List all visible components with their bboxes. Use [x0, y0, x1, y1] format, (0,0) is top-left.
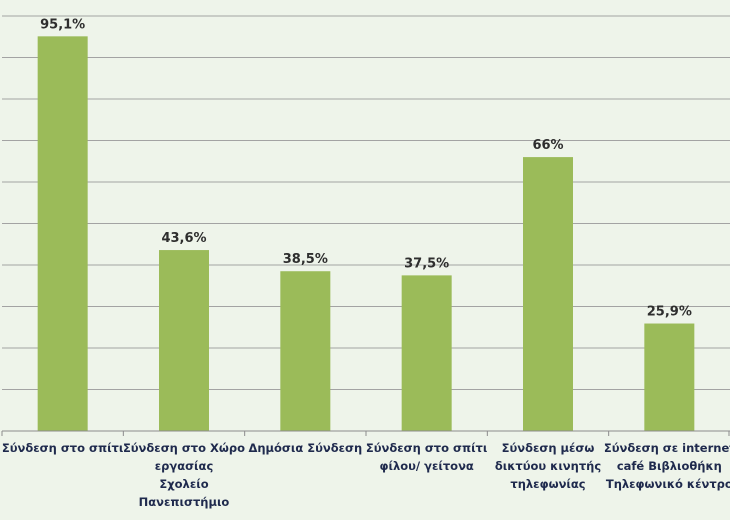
data-label: 37,5% [404, 256, 449, 271]
data-labels: 95,1% 43,6% 38,5% 37,5% 66% 25,9% [40, 17, 692, 319]
bar [523, 157, 573, 431]
data-label: 95,1% [40, 17, 85, 32]
bar [37, 36, 88, 432]
category-label: Σύνδεση στο σπίτι φίλου/ γείτονα [366, 441, 487, 473]
data-label: 66% [532, 138, 563, 153]
category-label: Σύνδεση μέσω δικτύου κινητής τηλεφωνίας [495, 441, 602, 491]
category-labels: Σύνδεση στο σπίτι Σύνδεση στο Χώρο εργασία… [2, 441, 730, 509]
gridlines [2, 15, 730, 390]
category-label: Σύνδεση στο σπίτι [2, 441, 123, 455]
x-axis-ticks [1, 431, 730, 436]
bar [280, 271, 331, 431]
bar [159, 250, 209, 431]
bars [37, 36, 695, 432]
data-label: 38,5% [283, 252, 328, 267]
bar [401, 275, 452, 431]
data-label: 43,6% [161, 231, 206, 246]
category-label: Σύνδεση στο Χώρο εργασίας Σχολείο Πανεπιστή… [123, 441, 245, 509]
data-label: 25,9% [647, 305, 692, 320]
category-label: Σύνδεση σε internet café Βιβλιοθήκη Τηλεφω… [604, 441, 730, 491]
category-label: Δημόσια Σύνδεση [248, 441, 362, 455]
bar [644, 323, 695, 431]
